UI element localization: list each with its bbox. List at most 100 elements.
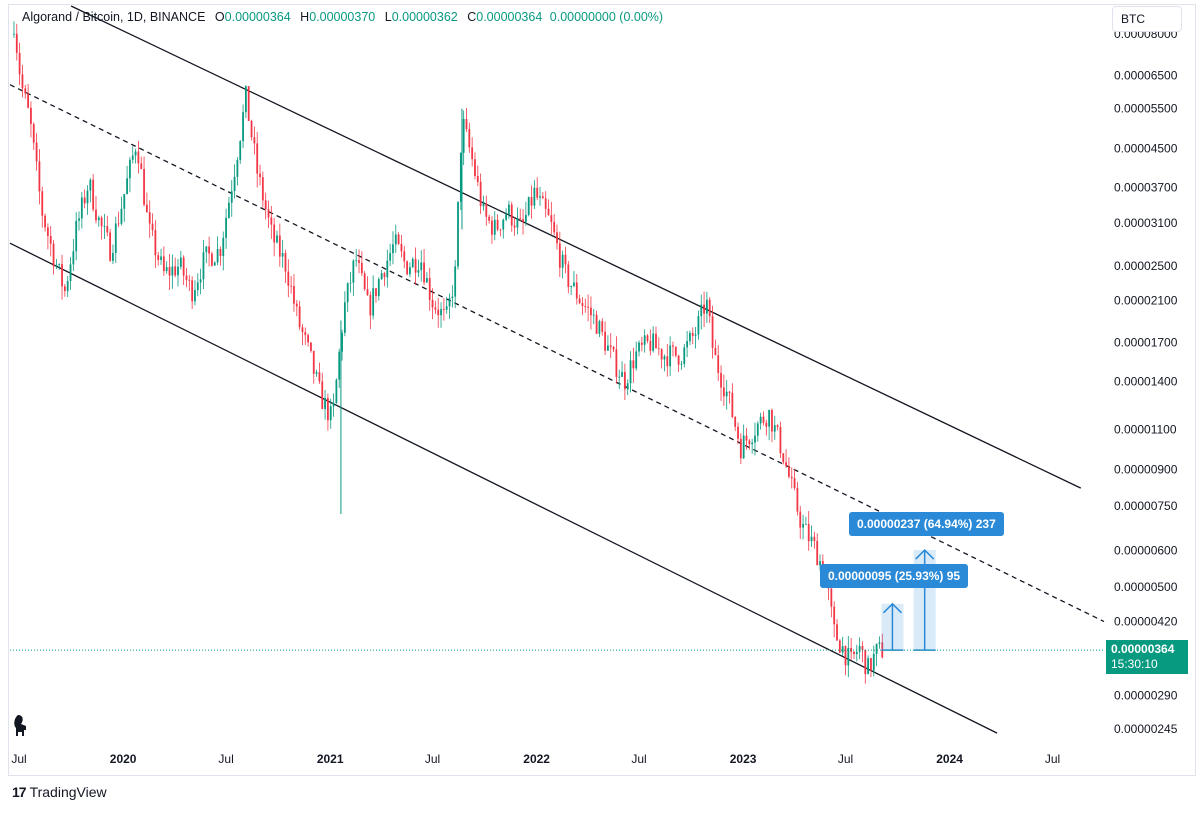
candle-body	[307, 335, 310, 343]
candle-body	[375, 288, 377, 297]
candle-body	[804, 524, 807, 525]
candle-body	[677, 355, 680, 365]
price-tick-label: 0.00002500	[1114, 259, 1178, 273]
candle-body	[369, 295, 372, 316]
candle-body	[270, 217, 273, 225]
candle-body	[154, 230, 157, 256]
candle-body	[728, 391, 731, 393]
candle-body	[454, 266, 457, 297]
candle-body	[259, 173, 261, 178]
candle-body	[867, 658, 870, 675]
time-tick-label: Jul	[631, 752, 646, 766]
candle-body	[751, 442, 754, 445]
candle-body	[386, 260, 389, 278]
candle-body	[541, 196, 544, 199]
price-tick-label: 0.00004500	[1114, 142, 1178, 156]
candle-body	[360, 262, 363, 274]
symbol-header: Algorand / Bitcoin, 1D, BINANCE O 0.00000…	[22, 10, 663, 24]
candle-body	[652, 333, 655, 351]
candle-body	[462, 119, 465, 153]
candle-body	[46, 227, 49, 236]
candle-body	[440, 309, 442, 316]
measure-callout-large[interactable]: 0.00000237 (64.94%) 237	[849, 512, 1004, 536]
candle-body	[510, 204, 513, 226]
candle-body	[502, 219, 505, 230]
candle-body	[513, 225, 516, 228]
candle-body	[287, 271, 290, 286]
candle-body	[499, 229, 502, 231]
candle-body	[434, 307, 437, 310]
candle-body	[841, 646, 844, 653]
candle-body	[417, 270, 420, 273]
candle-body	[816, 540, 819, 566]
candle-body	[145, 204, 148, 213]
candle-body	[290, 285, 293, 287]
low-value: 0.00000362	[391, 10, 458, 24]
candle-body	[372, 288, 375, 316]
candle-body	[604, 331, 606, 351]
candle-body	[244, 86, 247, 113]
price-tick-label: 0.00006500	[1114, 68, 1178, 82]
candle-body	[657, 348, 660, 350]
candle-body	[377, 279, 380, 297]
candle-body	[44, 215, 46, 228]
candle-body	[683, 347, 686, 364]
candle-body	[626, 383, 629, 390]
chart-frame	[8, 4, 1196, 776]
candle-body	[807, 524, 810, 542]
candle-body	[329, 406, 332, 421]
time-axis[interactable]: Jul 2020 Jul 2021 Jul 2022 Jul 2023 Jul 2024 Jul	[11, 752, 1060, 766]
candle-body	[476, 175, 479, 182]
measure-callout-small[interactable]: 0.00000095 (25.93%) 95	[820, 564, 969, 588]
candle-body	[788, 465, 790, 477]
candle-body	[284, 253, 287, 272]
time-tick-label: Jul	[425, 752, 440, 766]
candle-body	[80, 197, 83, 219]
candle-body	[745, 435, 748, 441]
candle-body	[573, 282, 575, 287]
tradingview-logo[interactable]: 17 TradingView	[12, 784, 107, 800]
price-tick-label: 0.00003700	[1114, 181, 1178, 195]
price-tick-label: 0.00001700	[1114, 336, 1178, 350]
candle-body	[66, 281, 69, 291]
price-tick-label: 0.00000600	[1114, 543, 1178, 557]
candle-body	[392, 244, 394, 254]
candle-body	[479, 181, 482, 207]
candle-body	[697, 316, 700, 335]
candle-body	[674, 346, 677, 356]
candle-body	[194, 290, 196, 302]
candle-body	[41, 191, 44, 216]
open-label: O	[214, 10, 225, 24]
candle-body	[570, 286, 573, 287]
candle-body	[530, 197, 533, 206]
candle-body	[310, 342, 312, 351]
time-tick-label: Jul	[838, 752, 853, 766]
candle-body	[544, 198, 547, 209]
currency-button[interactable]: BTC	[1112, 6, 1182, 32]
price-axis[interactable]: 0.000080000.000065000.000055000.00004500…	[1114, 27, 1178, 736]
time-tick-label: Jul	[1045, 752, 1060, 766]
candle-body	[598, 321, 601, 334]
candle-body	[425, 278, 428, 283]
candle-body	[366, 289, 369, 296]
candle-body	[389, 253, 392, 261]
candle-body	[89, 179, 92, 191]
drawing-tool-icon[interactable]	[12, 712, 32, 742]
candle-body	[759, 416, 762, 424]
candle-body	[522, 219, 524, 222]
candle-body	[216, 249, 219, 263]
candle-body	[771, 410, 773, 432]
candle-body	[734, 417, 737, 427]
symbol-title[interactable]: Algorand / Bitcoin, 1D, BINANCE	[22, 10, 206, 24]
candle-body	[700, 304, 703, 317]
candle-body	[533, 187, 536, 206]
candle-body	[776, 425, 779, 427]
candle-body	[870, 658, 872, 671]
candle-body	[21, 74, 24, 89]
candle-body	[609, 345, 612, 348]
candle-body	[618, 376, 621, 378]
candle-body	[872, 653, 875, 671]
candle-body	[341, 332, 343, 352]
candle-body	[595, 314, 598, 334]
